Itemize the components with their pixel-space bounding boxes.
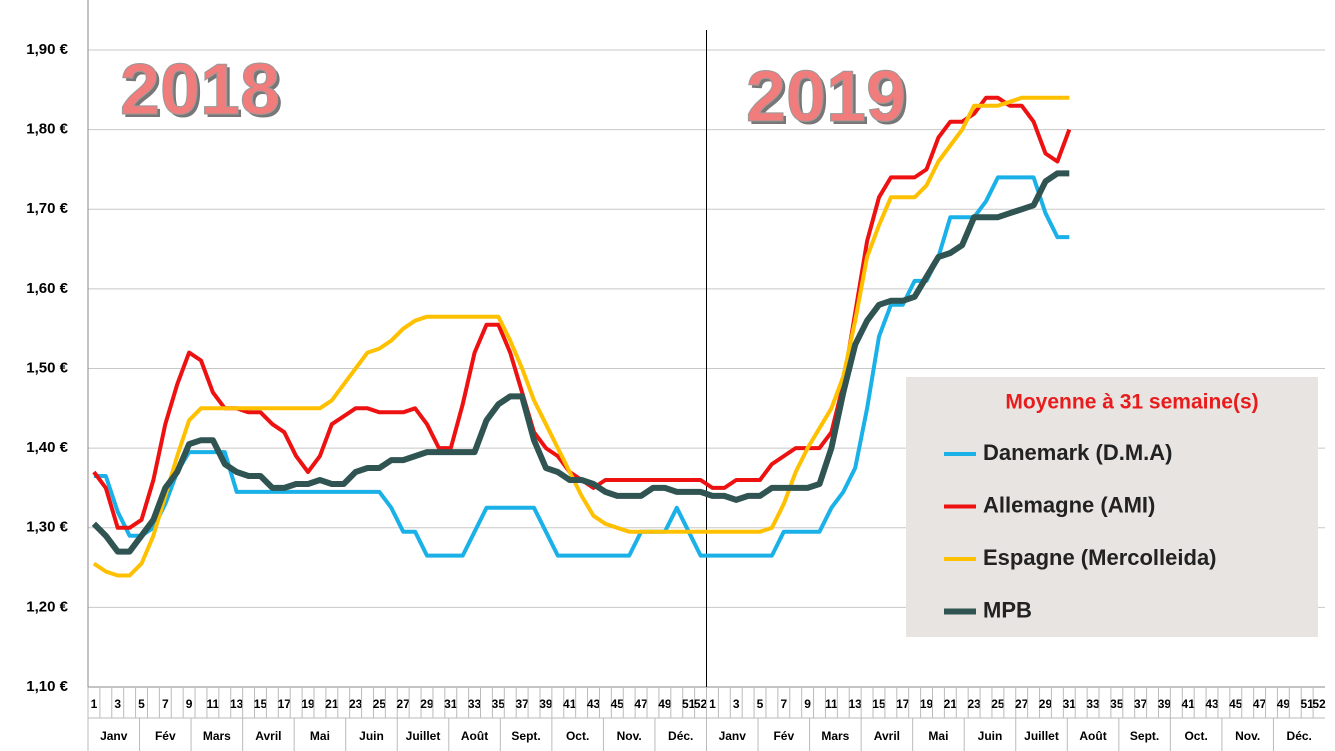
month-label: Août [461, 729, 488, 743]
x-tick-label: 3 [733, 697, 740, 711]
x-tick-label: 29 [1039, 697, 1053, 711]
x-tick-label: 47 [1253, 697, 1267, 711]
x-tick-label: 17 [896, 697, 910, 711]
x-tick-label: 9 [804, 697, 811, 711]
month-label: Avril [874, 729, 900, 743]
x-tick-label: 25 [373, 697, 387, 711]
series-line [92, 95, 1070, 578]
x-tick-label: 25 [991, 697, 1005, 711]
x-tick-label: 13 [848, 697, 862, 711]
x-tick-label: 49 [658, 697, 672, 711]
month-label: Mai [928, 729, 948, 743]
x-tick-label: 15 [254, 697, 268, 711]
x-tick-label: 37 [1134, 697, 1148, 711]
x-tick-label: 27 [397, 697, 411, 711]
x-tick-label: 51 [1300, 697, 1314, 711]
legend-label: Allemagne (AMI) [983, 492, 1155, 517]
x-tick-label: 9 [186, 697, 193, 711]
month-label: Janv [100, 729, 128, 743]
x-tick-label: 45 [1229, 697, 1243, 711]
x-tick-label: 31 [444, 697, 458, 711]
x-tick-label: 19 [920, 697, 934, 711]
year-annotation: 2018 [120, 50, 280, 130]
month-label: Juillet [406, 729, 441, 743]
month-label: Sept. [511, 729, 540, 743]
x-tick-label: 39 [539, 697, 553, 711]
x-tick-label: 7 [162, 697, 169, 711]
y-tick-label: 1,90 € [26, 41, 68, 58]
x-tick-label: 31 [1063, 697, 1077, 711]
legend-label: Espagne (Mercolleida) [983, 545, 1217, 570]
month-label: Juin [978, 729, 1003, 743]
x-tick-label: 43 [587, 697, 601, 711]
x-tick-label: 21 [325, 697, 339, 711]
x-tick-label: 29 [420, 697, 434, 711]
x-tick-label: 21 [944, 697, 958, 711]
x-tick-label: 19 [301, 697, 315, 711]
x-tick-label: 11 [207, 697, 220, 711]
y-tick-label: 1,30 € [26, 519, 68, 536]
month-label: Juillet [1024, 729, 1059, 743]
year-annotation: 2019 [746, 57, 906, 137]
month-label: Nov. [617, 729, 642, 743]
x-tick-label: 11 [825, 697, 838, 711]
legend-title: Moyenne à 31 semaine(s) [1005, 391, 1258, 414]
x-tick-label: 41 [1182, 697, 1196, 711]
x-tick-label: 41 [563, 697, 577, 711]
x-tick-label: 23 [967, 697, 981, 711]
month-label: Mars [203, 729, 231, 743]
x-tick-label: 35 [1110, 697, 1124, 711]
x-tick-label: 33 [468, 697, 482, 711]
x-tick-label: 52 [694, 697, 708, 711]
x-tick-label: 17 [278, 697, 292, 711]
x-tick-label: 39 [1158, 697, 1172, 711]
y-tick-label: 1,80 € [26, 121, 68, 138]
x-tick-label: 45 [611, 697, 625, 711]
y-tick-label: 1,70 € [26, 200, 68, 217]
month-label: Août [1079, 729, 1106, 743]
month-label: Oct. [1184, 729, 1207, 743]
x-tick-label: 27 [1015, 697, 1029, 711]
month-label: Déc. [1287, 729, 1312, 743]
legend-label: Danemark (D.M.A) [983, 440, 1172, 465]
month-label: Mars [821, 729, 849, 743]
x-tick-label: 37 [515, 697, 529, 711]
x-tick-label: 52 [1312, 697, 1326, 711]
x-tick-label: 13 [230, 697, 244, 711]
month-label: Avril [255, 729, 281, 743]
month-label: Juin [359, 729, 384, 743]
x-tick-label: 43 [1205, 697, 1219, 711]
year-shadow: 2019 [749, 60, 909, 140]
year-shadow: 2018 [123, 53, 283, 133]
month-label: Fév [773, 729, 794, 743]
x-tick-label: 1 [91, 697, 98, 711]
y-tick-label: 1,10 € [26, 678, 68, 695]
x-tick-label: 49 [1277, 697, 1291, 711]
y-tick-label: 1,50 € [26, 359, 68, 376]
x-tick-label: 1 [709, 697, 716, 711]
series-line [91, 170, 1070, 555]
x-tick-label: 23 [349, 697, 363, 711]
month-label: Nov. [1235, 729, 1260, 743]
month-label: Sept. [1130, 729, 1159, 743]
legend-label: MPB [983, 597, 1032, 622]
x-tick-label: 51 [682, 697, 696, 711]
y-tick-label: 1,40 € [26, 439, 68, 456]
x-tick-label: 5 [757, 697, 764, 711]
month-label: Mai [310, 729, 330, 743]
x-tick-label: 15 [872, 697, 886, 711]
month-label: Oct. [566, 729, 589, 743]
x-tick-label: 5 [138, 697, 145, 711]
y-tick-label: 1,20 € [26, 598, 68, 615]
x-tick-label: 35 [492, 697, 506, 711]
month-label: Janv [719, 729, 747, 743]
x-tick-label: 47 [634, 697, 648, 711]
month-label: Fév [155, 729, 176, 743]
x-tick-label: 7 [780, 697, 787, 711]
y-tick-label: 1,60 € [26, 280, 68, 297]
x-tick-label: 3 [114, 697, 121, 711]
month-label: Déc. [668, 729, 693, 743]
x-tick-label: 33 [1086, 697, 1100, 711]
